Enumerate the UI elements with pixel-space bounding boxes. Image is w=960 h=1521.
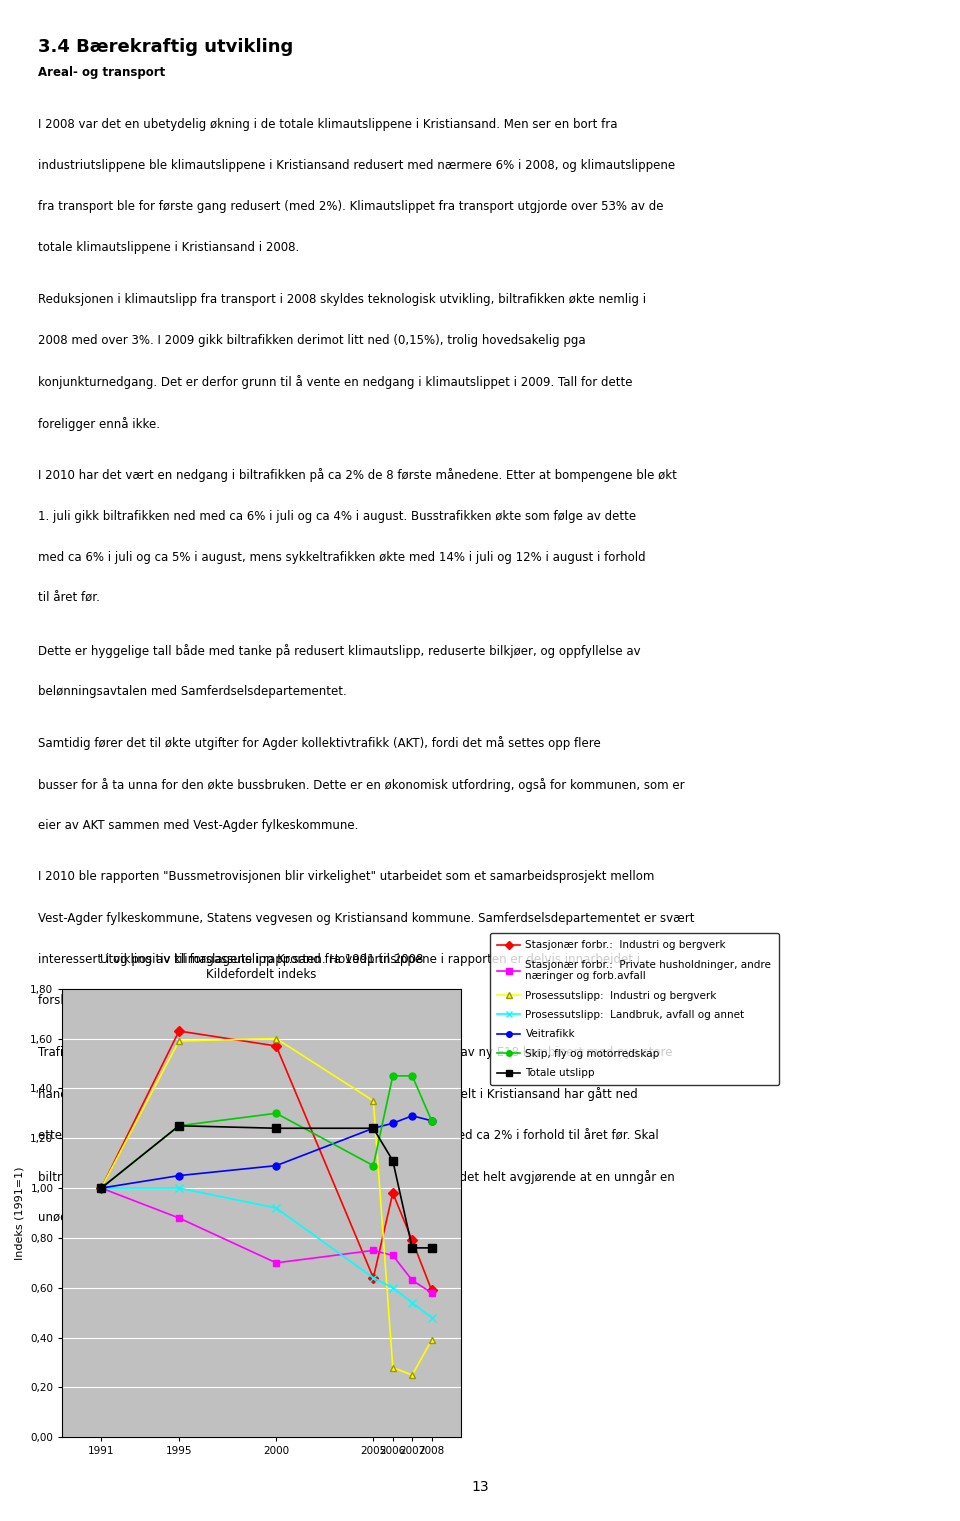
Skip, fly og motorredskap <box>173 1116 184 1135</box>
Text: 13: 13 <box>471 1480 489 1494</box>
Text: Areal- og transport: Areal- og transport <box>38 65 166 79</box>
Totale utslipp <box>426 1238 438 1256</box>
Text: I 2010 har det vært en nedgang i biltrafikken på ca 2% de 8 første månedene. Ett: I 2010 har det vært en nedgang i biltraf… <box>38 468 677 482</box>
Stasjonær forbr.:  Industri og bergverk: (2e+03, 0.64): Industri og bergverk: (2e+03, 0.64) <box>368 1269 379 1287</box>
Text: Vest-Agder fylkeskommune, Statens vegvesen og Kristiansand kommune. Samferdselsd: Vest-Agder fylkeskommune, Statens vegves… <box>38 911 695 925</box>
Text: 2008 med over 3%. I 2009 gikk biltrafikken derimot litt ned (0,15%), trolig hove: 2008 med over 3%. I 2009 gikk biltrafikk… <box>38 335 586 347</box>
Veitrafikk <box>271 1156 282 1174</box>
Skip, fly og motorredskap <box>271 1104 282 1122</box>
Text: industriutslippene ble klimautslippene i Kristiansand redusert med nærmere 6% i : industriutslippene ble klimautslippene i… <box>38 158 676 172</box>
Text: totale klimautslippene i Kristiansand i 2008.: totale klimautslippene i Kristiansand i … <box>38 242 300 254</box>
Line: Stasjonær forbr.:  Private husholdninger, andre
næringer og forb.avfall: Stasjonær forbr.: Private husholdninger,… <box>98 1185 435 1296</box>
Line: Veitrafikk: Veitrafikk <box>98 1112 435 1191</box>
Text: unødvendig byspredning.: unødvendig byspredning. <box>38 1211 189 1224</box>
Text: Samtidig fører det til økte utgifter for Agder kollektivtrafikk (AKT), fordi det: Samtidig fører det til økte utgifter for… <box>38 736 601 750</box>
Text: handels- og kontoretableringer i Kristiansand øst. Mens trafikken generelt i Kri: handels- og kontoretableringer i Kristia… <box>38 1088 638 1101</box>
Line: Skip, fly og motorredskap: Skip, fly og motorredskap <box>98 1072 435 1191</box>
Stasjonær forbr.:  Private husholdninger, andre
næringer og forb.avfall: (2e+03, 0.88): Private husholdninger, andre næringer og… <box>173 1209 184 1227</box>
Veitrafikk <box>95 1179 107 1197</box>
Y-axis label: Indeks (1991=1): Indeks (1991=1) <box>14 1167 25 1259</box>
Text: 1. juli gikk biltrafikken ned med ca 6% i juli og ca 4% i august. Busstrafikken : 1. juli gikk biltrafikken ned med ca 6% … <box>38 510 636 523</box>
Prosessutslipp:  Landbruk, avfall og annet: (1.99e+03, 1): Landbruk, avfall og annet: (1.99e+03, 1) <box>95 1179 107 1197</box>
Text: I 2010 ble rapporten "Bussmetrovisjonen blir virkelighet" utarbeidet som et sama: I 2010 ble rapporten "Bussmetrovisjonen … <box>38 870 655 884</box>
Stasjonær forbr.:  Private husholdninger, andre
næringer og forb.avfall: (1.99e+03, 1): Private husholdninger, andre næringer og… <box>95 1179 107 1197</box>
Text: I 2008 var det en ubetydelig økning i de totale klimautslippene i Kristiansand. : I 2008 var det en ubetydelig økning i de… <box>38 117 618 131</box>
Stasjonær forbr.:  Industri og bergverk: (2.01e+03, 0.59): Industri og bergverk: (2.01e+03, 0.59) <box>426 1281 438 1299</box>
Text: Trafikkdempingen som de økte bompengene gir vil bli delvis motvirket av ny E18 k: Trafikkdempingen som de økte bompengene … <box>38 1046 673 1059</box>
Prosessutslipp:  Industri og bergverk: (2.01e+03, 0.25): Industri og bergverk: (2.01e+03, 0.25) <box>406 1366 418 1384</box>
Skip, fly og motorredskap <box>406 1066 418 1084</box>
Totale utslipp <box>406 1238 418 1256</box>
Prosessutslipp:  Industri og bergverk: (2e+03, 1.35): Industri og bergverk: (2e+03, 1.35) <box>368 1092 379 1110</box>
Text: konjunkturnedgang. Det er derfor grunn til å vente en nedgang i klimautslippet i: konjunkturnedgang. Det er derfor grunn t… <box>38 376 633 389</box>
Prosessutslipp:  Industri og bergverk: (1.99e+03, 1): Industri og bergverk: (1.99e+03, 1) <box>95 1179 107 1197</box>
Text: Dette er hyggelige tall både med tanke på redusert klimautslipp, reduserte bilkj: Dette er hyggelige tall både med tanke p… <box>38 643 641 657</box>
Stasjonær forbr.:  Industri og bergverk: (2.01e+03, 0.79): Industri og bergverk: (2.01e+03, 0.79) <box>406 1232 418 1250</box>
Text: busser for å ta unna for den økte bussbruken. Dette er en økonomisk utfordring, : busser for å ta unna for den økte bussbr… <box>38 777 685 791</box>
Stasjonær forbr.:  Private husholdninger, andre
næringer og forb.avfall: (2.01e+03, 0.73): Private husholdninger, andre næringer og… <box>387 1246 398 1264</box>
Text: Reduksjonen i klimautslipp fra transport i 2008 skyldes teknologisk utvikling, b: Reduksjonen i klimautslipp fra transport… <box>38 294 646 306</box>
Veitrafikk <box>387 1113 398 1132</box>
Veitrafikk <box>173 1167 184 1185</box>
Prosessutslipp:  Landbruk, avfall og annet: (2e+03, 0.92): Landbruk, avfall og annet: (2e+03, 0.92) <box>271 1199 282 1217</box>
Stasjonær forbr.:  Industri og bergverk: (2e+03, 1.63): Industri og bergverk: (2e+03, 1.63) <box>173 1022 184 1040</box>
Veitrafikk <box>426 1112 438 1130</box>
Line: Totale utslipp: Totale utslipp <box>97 1121 436 1252</box>
Legend: Stasjonær forbr.:  Industri og bergverk, Stasjonær forbr.:  Private husholdninge: Stasjonær forbr.: Industri og bergverk, … <box>490 932 779 1086</box>
Prosessutslipp:  Industri og bergverk: (2.01e+03, 0.28): Industri og bergverk: (2.01e+03, 0.28) <box>387 1358 398 1377</box>
Totale utslipp <box>387 1151 398 1170</box>
Prosessutslipp:  Industri og bergverk: (2.01e+03, 0.39): Industri og bergverk: (2.01e+03, 0.39) <box>426 1331 438 1349</box>
Stasjonær forbr.:  Private husholdninger, andre
næringer og forb.avfall: (2e+03, 0.7): Private husholdninger, andre næringer og… <box>271 1253 282 1272</box>
Text: belønningsavtalen med Samferdselsdepartementet.: belønningsavtalen med Samferdselsdeparte… <box>38 684 348 698</box>
Veitrafikk <box>368 1119 379 1138</box>
Totale utslipp <box>173 1116 184 1135</box>
Text: 3.4 Bærekraftig utvikling: 3.4 Bærekraftig utvikling <box>38 38 294 56</box>
Prosessutslipp:  Industri og bergverk: (2e+03, 1.6): Industri og bergverk: (2e+03, 1.6) <box>271 1030 282 1048</box>
Stasjonær forbr.:  Private husholdninger, andre
næringer og forb.avfall: (2e+03, 0.75): Private husholdninger, andre næringer og… <box>368 1241 379 1259</box>
Line: Prosessutslipp:  Landbruk, avfall og annet: Prosessutslipp: Landbruk, avfall og anne… <box>97 1183 436 1322</box>
Stasjonær forbr.:  Private husholdninger, andre
næringer og forb.avfall: (2.01e+03, 0.63): Private husholdninger, andre næringer og… <box>406 1272 418 1290</box>
Prosessutslipp:  Landbruk, avfall og annet: (2.01e+03, 0.54): Landbruk, avfall og annet: (2.01e+03, 0.… <box>406 1293 418 1311</box>
Stasjonær forbr.:  Private husholdninger, andre
næringer og forb.avfall: (2.01e+03, 0.58): Private husholdninger, andre næringer og… <box>426 1284 438 1302</box>
Text: etter bompengekningen, økte trafikken på E18 likevel i august 2010 med ca 2% i f: etter bompengekningen, økte trafikken på… <box>38 1129 660 1142</box>
Totale utslipp <box>368 1119 379 1138</box>
Skip, fly og motorredskap <box>95 1179 107 1197</box>
Text: fra transport ble for første gang redusert (med 2%). Klimautslippet fra transpor: fra transport ble for første gang reduse… <box>38 201 664 213</box>
Skip, fly og motorredskap <box>426 1112 438 1130</box>
Prosessutslipp:  Industri og bergverk: (2e+03, 1.59): Industri og bergverk: (2e+03, 1.59) <box>173 1031 184 1049</box>
Text: til året før.: til året før. <box>38 592 100 605</box>
Line: Stasjonær forbr.:  Industri og bergverk: Stasjonær forbr.: Industri og bergverk <box>98 1028 435 1294</box>
Prosessutslipp:  Landbruk, avfall og annet: (2.01e+03, 0.48): Landbruk, avfall og annet: (2.01e+03, 0.… <box>426 1308 438 1326</box>
Totale utslipp <box>271 1119 282 1138</box>
Text: eier av AKT sammen med Vest-Agder fylkeskommune.: eier av AKT sammen med Vest-Agder fylkes… <box>38 818 359 832</box>
Prosessutslipp:  Landbruk, avfall og annet: (2e+03, 1): Landbruk, avfall og annet: (2e+03, 1) <box>173 1179 184 1197</box>
Line: Prosessutslipp:  Industri og bergverk: Prosessutslipp: Industri og bergverk <box>98 1034 435 1378</box>
Prosessutslipp:  Landbruk, avfall og annet: (2e+03, 0.64): Landbruk, avfall og annet: (2e+03, 0.64) <box>368 1269 379 1287</box>
Totale utslipp <box>95 1179 107 1197</box>
Skip, fly og motorredskap <box>368 1156 379 1174</box>
Text: Utvikling av klimagassutslipp Kr.sand fra 1991 til 2008
Kildefordelt indeks: Utvikling av klimagassutslipp Kr.sand fr… <box>100 954 423 981</box>
Text: interessert i og positiv til forslagene i rapporten. Hovedprinsippene i rapporte: interessert i og positiv til forslagene … <box>38 954 640 966</box>
Text: med ca 6% i juli og ca 5% i august, mens sykkeltrafikken økte med 14% i juli og : med ca 6% i juli og ca 5% i august, mens… <box>38 551 646 564</box>
Skip, fly og motorredskap <box>387 1066 398 1084</box>
Stasjonær forbr.:  Industri og bergverk: (2e+03, 1.57): Industri og bergverk: (2e+03, 1.57) <box>271 1037 282 1056</box>
Stasjonær forbr.:  Industri og bergverk: (2.01e+03, 0.98): Industri og bergverk: (2.01e+03, 0.98) <box>387 1183 398 1202</box>
Text: foreligger ennå ikke.: foreligger ennå ikke. <box>38 417 160 430</box>
Stasjonær forbr.:  Industri og bergverk: (1.99e+03, 1): Industri og bergverk: (1.99e+03, 1) <box>95 1179 107 1197</box>
Veitrafikk <box>406 1107 418 1126</box>
Text: biltrafikken og klimautslippene fra denne dempes i årene framover, er det helt a: biltrafikken og klimautslippene fra denn… <box>38 1170 675 1183</box>
Text: forslaget til kommuneplan.: forslaget til kommuneplan. <box>38 995 198 1007</box>
Prosessutslipp:  Landbruk, avfall og annet: (2.01e+03, 0.6): Landbruk, avfall og annet: (2.01e+03, 0.… <box>387 1279 398 1297</box>
